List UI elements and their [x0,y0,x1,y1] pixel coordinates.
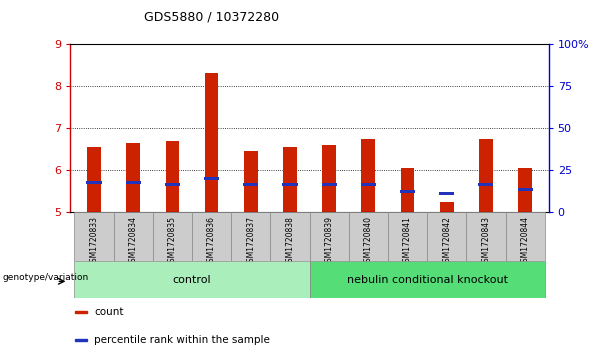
Bar [388,212,427,261]
Bar [310,261,545,298]
Text: count: count [94,307,124,317]
Bar [400,190,415,193]
Bar [427,212,466,261]
Bar [440,202,454,212]
Bar [479,139,493,212]
Bar [86,182,102,184]
Text: GSM1720835: GSM1720835 [168,216,177,267]
Bar [322,145,336,212]
Bar [506,212,545,261]
Bar [283,183,297,187]
Bar [466,212,506,261]
Text: GSM1720836: GSM1720836 [207,216,216,267]
Text: GSM1720839: GSM1720839 [325,216,333,267]
Text: GSM1720841: GSM1720841 [403,216,412,267]
Text: GSM1720843: GSM1720843 [481,216,490,267]
Text: control: control [173,274,211,285]
Bar [322,183,337,187]
Bar [126,143,140,212]
Bar [517,188,533,191]
Text: GSM1720833: GSM1720833 [89,216,99,267]
Bar [243,183,258,187]
Bar [87,147,101,212]
Bar [166,140,179,212]
Bar [74,212,113,261]
Bar [153,212,192,261]
Bar [310,212,349,261]
Bar [244,151,257,212]
Bar [270,212,310,261]
Bar [165,183,180,187]
Text: GSM1720840: GSM1720840 [364,216,373,267]
Bar [478,183,493,187]
Text: GSM1720834: GSM1720834 [129,216,138,267]
Bar [231,212,270,261]
Bar [113,212,153,261]
Text: GSM1720838: GSM1720838 [286,216,294,267]
Bar [361,183,376,187]
Bar [192,212,231,261]
Bar [349,212,388,261]
Bar [204,177,219,180]
Bar [75,311,87,313]
Text: GDS5880 / 10372280: GDS5880 / 10372280 [144,11,279,24]
Text: GSM1720842: GSM1720842 [442,216,451,267]
Bar [401,168,414,212]
Bar [74,261,310,298]
Bar [362,139,375,212]
Bar [205,73,218,212]
Bar [75,339,87,341]
Text: percentile rank within the sample: percentile rank within the sample [94,335,270,345]
Bar [518,168,532,212]
Text: genotype/variation: genotype/variation [2,273,88,282]
Bar [126,182,141,184]
Text: GSM1720844: GSM1720844 [520,216,530,267]
Bar [439,192,454,195]
Text: nebulin conditional knockout: nebulin conditional knockout [346,274,508,285]
Bar [283,147,297,212]
Text: GSM1720837: GSM1720837 [246,216,255,267]
